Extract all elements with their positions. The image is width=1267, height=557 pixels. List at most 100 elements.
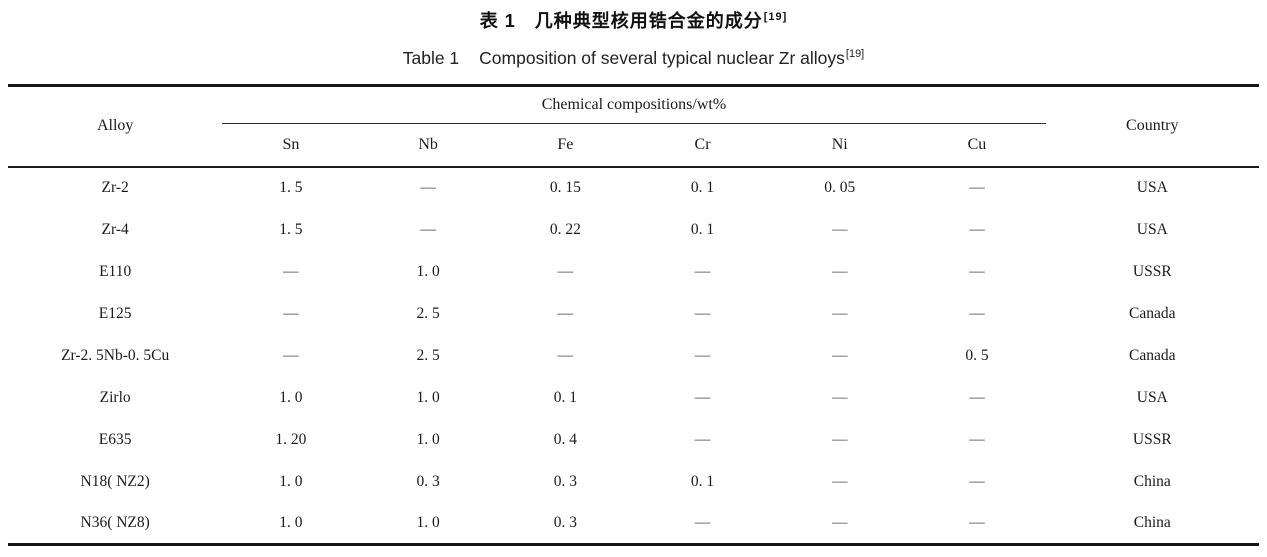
value-cell-sn: 1. 20 <box>275 430 307 448</box>
value-cell-nb: — <box>420 179 436 196</box>
country-cell: China <box>1133 513 1171 531</box>
value-cell-cu: 0. 5 <box>965 346 989 364</box>
value-cell-fe: 0. 15 <box>549 179 581 196</box>
value-cell-fe: 0. 22 <box>549 220 581 238</box>
table-row: E635 1. 20 1. 0 0. 4 — — — USSR <box>8 419 1259 461</box>
table-header: Alloy Chemical compositions/wt% Country … <box>8 85 1259 168</box>
value-cell-cr: 0. 1 <box>690 472 715 490</box>
value-cell-fe: 0. 1 <box>553 388 577 406</box>
column-header-sn: Sn <box>222 123 360 168</box>
alloy-cell: Zr-2. 5Nb-0. 5Cu <box>61 346 170 364</box>
value-cell-cu: — <box>969 430 985 448</box>
value-cell-nb: — <box>420 220 436 238</box>
value-cell-nb: 1. 0 <box>416 262 440 280</box>
country-cell: USA <box>1136 220 1168 238</box>
value-cell-cu: — <box>969 388 985 406</box>
alloy-cell: Zr-4 <box>101 220 129 238</box>
value-cell-ni: — <box>831 388 848 406</box>
table-row: Zr-4 1. 5 — 0. 22 0. 1 — — USA <box>8 209 1259 251</box>
value-cell-sn: 1. 0 <box>279 472 303 490</box>
value-cell-cr: 0. 1 <box>690 220 715 238</box>
column-header-alloy: Alloy <box>8 85 223 168</box>
value-cell-ni: 0. 05 <box>824 179 856 196</box>
column-header-ni: Ni <box>771 123 909 168</box>
value-cell-sn: 1. 5 <box>279 220 303 238</box>
value-cell-fe: 0. 4 <box>553 430 577 448</box>
alloy-cell: E125 <box>98 304 132 322</box>
title-block: 表 1 几种典型核用锆合金的成分[19] Table 1 Composition … <box>0 0 1267 69</box>
value-cell-cr: — <box>694 346 711 364</box>
value-cell-ni: — <box>831 304 848 322</box>
value-cell-nb: 2. 5 <box>416 304 440 322</box>
table-number-label: Table 1 <box>402 48 460 68</box>
column-header-nb: Nb <box>359 123 497 168</box>
value-cell-cr: — <box>694 262 711 280</box>
value-cell-cu: — <box>969 472 985 490</box>
table-title-chinese-text: 表 1 几种典型核用锆合金的成分 <box>479 11 763 31</box>
value-cell-cr: — <box>694 513 711 531</box>
value-cell-cr: 0. 1 <box>690 179 715 196</box>
value-cell-nb: 2. 5 <box>416 346 440 364</box>
country-cell: USA <box>1136 179 1168 196</box>
value-cell-fe: — <box>557 304 574 322</box>
value-cell-cu: — <box>969 220 985 238</box>
country-cell: Canada <box>1129 304 1176 322</box>
value-cell-ni: — <box>831 262 848 280</box>
table-row: N18( NZ2) 1. 0 0. 3 0. 3 0. 1 — — China <box>8 461 1259 503</box>
value-cell-cr: — <box>694 430 711 448</box>
table-row: E110 — 1. 0 — — — — USSR <box>8 251 1259 293</box>
table-row: E125 — 2. 5 — — — — Canada <box>8 293 1259 335</box>
alloy-cell: N18( NZ2) <box>80 472 150 490</box>
country-cell: China <box>1133 472 1171 490</box>
value-cell-nb: 1. 0 <box>416 513 440 531</box>
alloy-cell: Zr-2 <box>101 179 129 196</box>
value-cell-ni: — <box>831 346 848 364</box>
column-group-header-compositions: Chemical compositions/wt% <box>222 85 1046 124</box>
column-header-fe: Fe <box>496 123 634 168</box>
value-cell-fe: — <box>557 346 574 364</box>
value-cell-cr: — <box>694 388 711 406</box>
value-cell-nb: 0. 3 <box>416 472 440 490</box>
country-cell: Canada <box>1129 346 1176 364</box>
value-cell-nb: 1. 0 <box>416 388 440 406</box>
value-cell-ni: — <box>831 220 848 238</box>
value-cell-sn: 1. 5 <box>279 179 303 196</box>
column-header-cu: Cu <box>908 123 1046 168</box>
table-title-chinese: 表 1 几种典型核用锆合金的成分[19] <box>0 7 1267 33</box>
table-body: Zr-2 1. 5 — 0. 15 0. 1 0. 05 — USA Zr-4 … <box>8 167 1259 545</box>
country-cell: USSR <box>1132 262 1172 280</box>
value-cell-sn: 1. 0 <box>279 513 303 531</box>
column-header-cr: Cr <box>633 123 772 168</box>
alloy-cell: Zirlo <box>99 388 131 406</box>
value-cell-nb: 1. 0 <box>416 430 440 448</box>
value-cell-fe: — <box>557 262 574 280</box>
value-cell-cu: — <box>969 304 985 322</box>
citation-ref-english: [19] <box>845 48 865 61</box>
alloy-cell: E110 <box>99 262 132 280</box>
table-row: N36( NZ8) 1. 0 1. 0 0. 3 — — — China <box>8 503 1259 545</box>
value-cell-sn: — <box>283 346 299 364</box>
value-cell-cu: — <box>969 262 985 280</box>
table-title-english: Table 1 Composition of several typical nu… <box>0 48 1267 69</box>
alloy-cell: N36( NZ8) <box>80 513 150 531</box>
value-cell-cu: — <box>969 513 985 531</box>
value-cell-ni: — <box>831 472 848 490</box>
table-row: Zr-2. 5Nb-0. 5Cu — 2. 5 — — — 0. 5 Canad… <box>8 335 1259 377</box>
column-header-country: Country <box>1045 85 1259 168</box>
value-cell-sn: 1. 0 <box>279 388 303 406</box>
table-title-english-text: Composition of several typical nuclear Z… <box>479 48 845 68</box>
value-cell-ni: — <box>831 513 848 531</box>
value-cell-cu: — <box>969 179 985 196</box>
value-cell-fe: 0. 3 <box>553 472 577 490</box>
alloy-cell: E635 <box>98 430 132 448</box>
value-cell-ni: — <box>831 430 848 448</box>
composition-table: Alloy Chemical compositions/wt% Country … <box>8 84 1259 546</box>
table-row: Zirlo 1. 0 1. 0 0. 1 — — — USA <box>8 377 1259 419</box>
value-cell-fe: 0. 3 <box>553 513 577 531</box>
country-cell: USSR <box>1132 430 1172 448</box>
value-cell-sn: — <box>283 304 299 322</box>
country-cell: USA <box>1136 388 1168 406</box>
citation-ref-chinese: [19] <box>763 11 788 23</box>
value-cell-sn: — <box>283 262 299 280</box>
